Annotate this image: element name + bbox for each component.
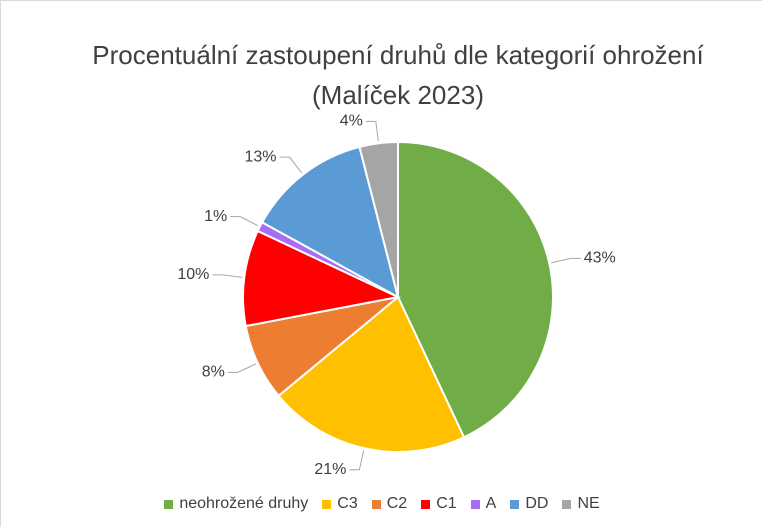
legend-swatch [421, 499, 431, 509]
legend-label: neohrožené druhy [179, 495, 309, 512]
legend-swatch [562, 499, 572, 509]
chart-title: Procentuální zastoupení druhů dle katego… [92, 40, 704, 110]
legend-item: DD [510, 495, 548, 513]
legend-item: C1 [421, 495, 457, 513]
legend-item: neohrožené druhy [164, 495, 308, 513]
leader-line [212, 274, 243, 278]
data-label: 13% [244, 148, 276, 165]
legend-swatch [164, 499, 174, 509]
legend-label: A [485, 495, 497, 512]
legend-label: C2 [386, 495, 408, 512]
data-label: 1% [204, 208, 227, 225]
legend-swatch [510, 499, 520, 509]
leader-line [349, 450, 365, 471]
leader-line [551, 257, 581, 264]
legend: neohrožené druhy C3 C2 C1 A DD NE [1, 495, 762, 513]
legend-swatch [470, 499, 480, 509]
data-label: 43% [584, 250, 616, 267]
legend-item: A [470, 495, 497, 513]
legend-swatch [322, 499, 332, 509]
legend-item: NE [562, 495, 600, 513]
data-label: 21% [314, 461, 346, 478]
pie-slice [358, 140, 399, 298]
legend-label: DD [525, 495, 549, 512]
data-label: 8% [202, 364, 225, 381]
leader-line [227, 363, 257, 373]
legend-item: C2 [371, 495, 408, 513]
data-label: 10% [177, 266, 209, 283]
pie-slice [260, 145, 400, 299]
pie-slice [277, 295, 466, 453]
legend-label: NE [577, 495, 600, 512]
leader-line [365, 120, 379, 142]
legend-label: C1 [436, 495, 457, 512]
legend-item: C3 [322, 495, 358, 513]
data-label: 4% [340, 113, 363, 130]
leader-line [230, 216, 259, 227]
leader-line [279, 156, 303, 174]
pie-slice [397, 140, 554, 439]
legend-swatch [371, 499, 381, 509]
legend-label: C3 [337, 495, 358, 512]
pie-slice [242, 229, 402, 328]
